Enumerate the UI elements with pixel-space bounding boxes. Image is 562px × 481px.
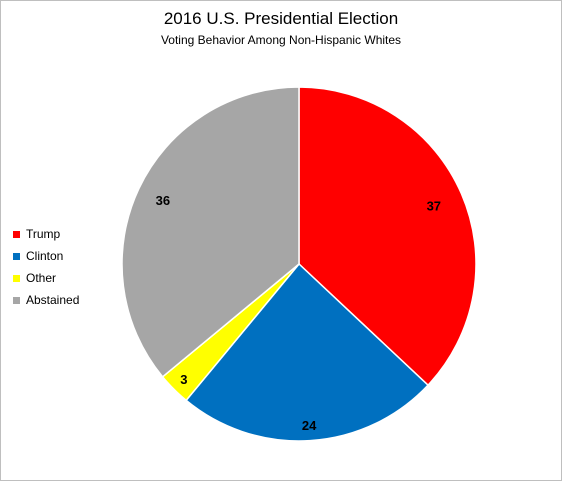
legend-swatch-trump [13, 230, 20, 238]
data-label-other: 3 [180, 372, 187, 387]
legend-label-other: Other [26, 271, 57, 285]
data-label-clinton: 24 [302, 418, 317, 433]
legend-label-trump: Trump [26, 227, 61, 241]
legend-item-trump: Trump [13, 223, 79, 245]
chart-title: 2016 U.S. Presidential Election [163, 9, 399, 28]
pie-labels: 37 24 3 36 [156, 193, 441, 433]
data-label-abstained: 36 [156, 193, 170, 208]
legend-swatch-other [13, 274, 20, 282]
legend-label-clinton: Clinton [26, 249, 64, 263]
pie-slice-clinton [185, 262, 430, 442]
legend-item-other: Other [13, 267, 79, 289]
legend: Trump Clinton Other Abstained [13, 223, 79, 311]
pie-slices [121, 86, 477, 442]
chart-subtitle: Voting Behavior Among Non-Hispanic White… [160, 33, 402, 47]
legend-swatch-abstained [13, 296, 20, 304]
data-label-trump: 37 [427, 199, 441, 214]
legend-item-abstained: Abstained [13, 289, 79, 311]
pie-slice-abstained [121, 86, 300, 378]
pie-slice-trump [298, 86, 477, 387]
legend-swatch-clinton [13, 252, 20, 260]
legend-item-clinton: Clinton [13, 245, 79, 267]
legend-label-abstained: Abstained [26, 293, 80, 307]
